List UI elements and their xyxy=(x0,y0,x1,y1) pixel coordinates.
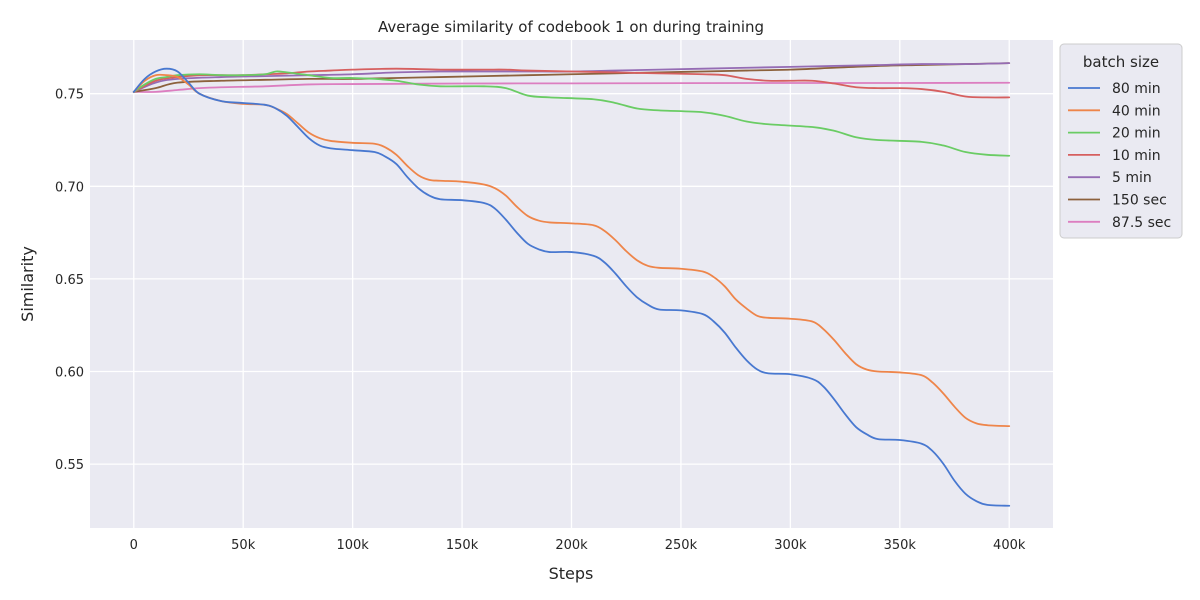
legend-label: 40 min xyxy=(1112,103,1161,119)
x-tick-label: 50k xyxy=(231,538,256,553)
legend-item: 20 min xyxy=(1068,126,1161,142)
series-lines xyxy=(132,62,1011,507)
y-axis-title: Similarity xyxy=(18,246,37,322)
legend-item: 87.5 sec xyxy=(1068,215,1171,231)
legend-label: 80 min xyxy=(1112,81,1161,97)
legend-label: 150 sec xyxy=(1112,193,1167,209)
legend-label: 10 min xyxy=(1112,148,1161,164)
x-tick-label: 350k xyxy=(884,538,917,553)
legend-box xyxy=(1059,43,1183,239)
legend-title: batch size xyxy=(1083,53,1159,71)
tick-labels: 0 50k 100k 150k 200k 250k 300k 350k 400k 0.55 0.60… xyxy=(55,88,1026,553)
series-line-80-min xyxy=(132,67,1011,507)
y-tick-label: 0.60 xyxy=(55,366,84,381)
series-line-87-5-sec xyxy=(132,81,1011,93)
y-tick-label: 0.70 xyxy=(55,180,84,195)
chart-title: Average similarity of codebook 1 on duri… xyxy=(378,18,764,36)
x-tick-label: 250k xyxy=(665,538,698,553)
x-axis-title: Steps xyxy=(549,564,594,583)
x-tick-label: 200k xyxy=(555,538,588,553)
y-tick-label: 0.75 xyxy=(55,88,84,103)
legend-item: 10 min xyxy=(1068,148,1161,164)
legend-item: 80 min xyxy=(1068,81,1161,97)
series-line-40-min xyxy=(132,73,1011,428)
series-line-20-min xyxy=(132,70,1011,157)
y-tick-label: 0.65 xyxy=(55,273,84,288)
legend-items: 80 min 40 min 20 min 10 min 5 min 150 sec 87.5… xyxy=(1068,81,1171,231)
series-line-150-sec xyxy=(132,62,1011,93)
legend-label: 87.5 sec xyxy=(1112,215,1171,231)
x-tick-label: 400k xyxy=(993,538,1026,553)
legend-label: 5 min xyxy=(1112,170,1152,186)
x-tick-label: 150k xyxy=(446,538,479,553)
legend-item: 5 min xyxy=(1068,170,1152,186)
legend: batch size 80 min 40 min 20 min 10 min 5 min… xyxy=(1059,43,1183,239)
y-tick-label: 0.55 xyxy=(55,458,84,473)
x-tick-label: 300k xyxy=(774,538,807,553)
x-tick-label: 0 xyxy=(130,538,138,553)
grid xyxy=(90,40,1053,528)
legend-item: 150 sec xyxy=(1068,193,1167,209)
legend-label: 20 min xyxy=(1112,126,1161,142)
x-tick-label: 100k xyxy=(336,538,369,553)
legend-item: 40 min xyxy=(1068,103,1161,119)
